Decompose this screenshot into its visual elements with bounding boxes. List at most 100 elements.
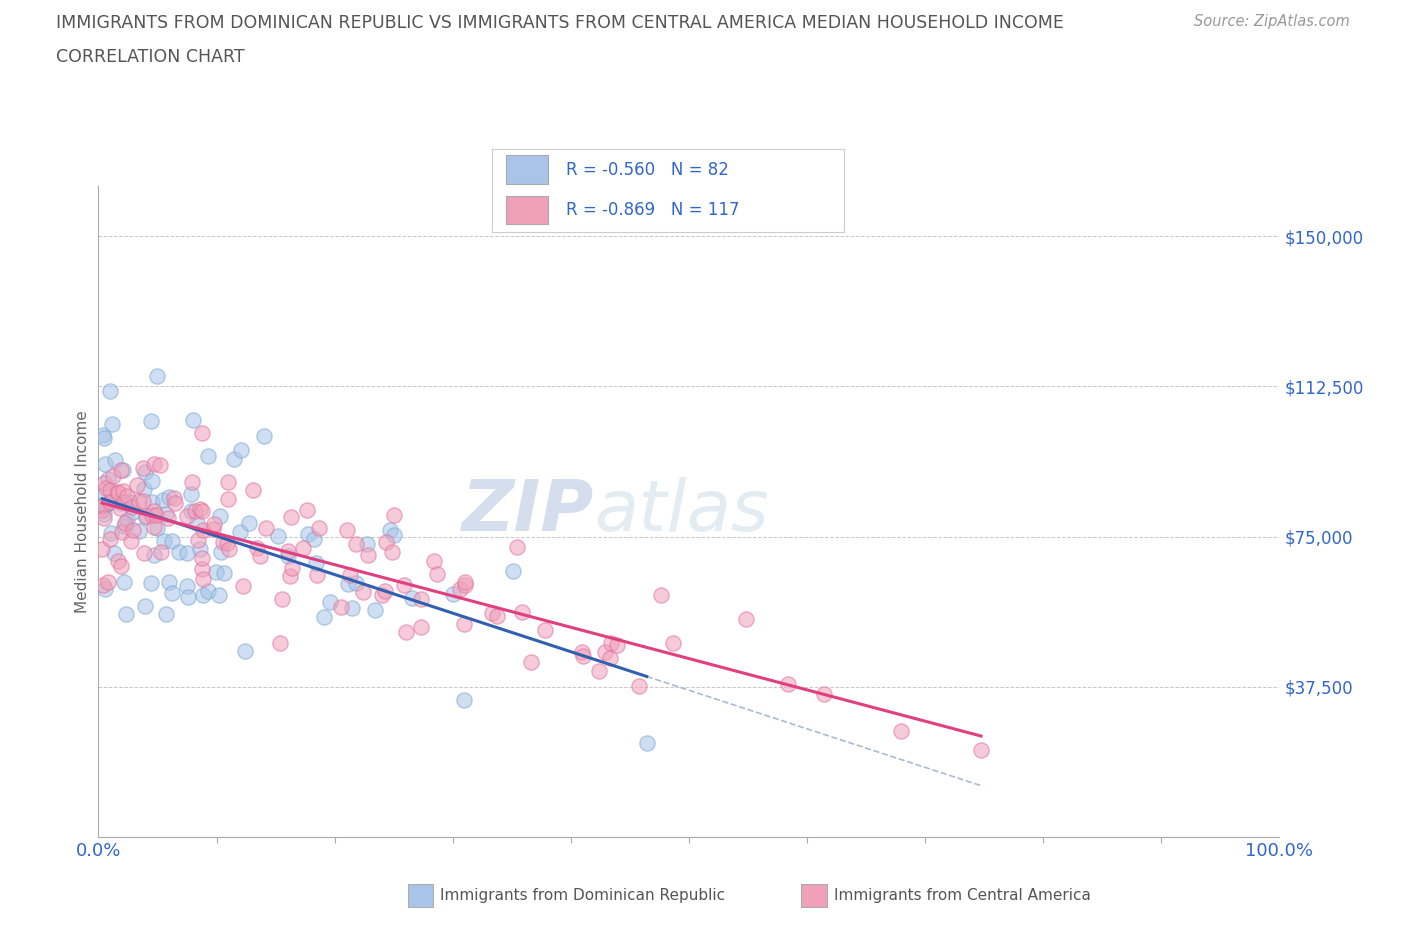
- Point: [506, 539, 529, 554]
- Point: [308, 521, 330, 536]
- Point: [94, 581, 117, 596]
- Point: [107, 553, 129, 568]
- FancyBboxPatch shape: [506, 195, 548, 224]
- Point: [141, 575, 163, 590]
- Point: [141, 507, 163, 522]
- FancyBboxPatch shape: [506, 155, 548, 184]
- Point: [112, 484, 135, 498]
- Point: [356, 537, 378, 551]
- Point: [329, 600, 352, 615]
- Text: CORRELATION CHART: CORRELATION CHART: [56, 48, 245, 66]
- Point: [204, 565, 226, 579]
- Point: [141, 495, 163, 510]
- Point: [627, 678, 650, 693]
- Point: [970, 742, 993, 757]
- Point: [191, 523, 214, 538]
- Point: [502, 564, 524, 578]
- Point: [280, 510, 302, 525]
- Text: Source: ZipAtlas.com: Source: ZipAtlas.com: [1194, 14, 1350, 29]
- Point: [193, 588, 215, 603]
- Point: [187, 533, 209, 548]
- Point: [208, 588, 231, 603]
- Point: [115, 606, 138, 621]
- Point: [103, 546, 125, 561]
- Point: [100, 494, 122, 509]
- Point: [98, 532, 121, 547]
- Text: R = -0.560   N = 82: R = -0.560 N = 82: [565, 161, 728, 179]
- Point: [141, 414, 163, 429]
- Point: [112, 518, 135, 533]
- Point: [735, 612, 758, 627]
- Point: [191, 504, 214, 519]
- Point: [319, 595, 342, 610]
- Point: [91, 428, 114, 443]
- Point: [352, 585, 374, 600]
- Point: [238, 515, 260, 530]
- Point: [157, 489, 180, 504]
- Point: [411, 619, 433, 634]
- Point: [167, 544, 190, 559]
- Point: [305, 568, 328, 583]
- Point: [97, 472, 120, 487]
- Point: [176, 508, 198, 523]
- Text: IMMIGRANTS FROM DOMINICAN REPUBLIC VS IMMIGRANTS FROM CENTRAL AMERICA MEDIAN HOU: IMMIGRANTS FROM DOMINICAN REPUBLIC VS IM…: [56, 14, 1064, 32]
- Point: [114, 515, 136, 530]
- Point: [382, 527, 405, 542]
- Point: [302, 532, 325, 547]
- Text: Immigrants from Dominican Republic: Immigrants from Dominican Republic: [440, 888, 725, 903]
- Point: [371, 588, 394, 603]
- Point: [254, 521, 277, 536]
- Point: [485, 608, 508, 623]
- Point: [128, 524, 150, 538]
- Point: [395, 625, 418, 640]
- Point: [186, 516, 208, 531]
- Point: [132, 460, 155, 475]
- Point: [636, 736, 658, 751]
- Point: [232, 578, 254, 593]
- Point: [606, 638, 628, 653]
- Point: [149, 458, 172, 472]
- Point: [131, 494, 153, 509]
- Point: [449, 581, 471, 596]
- Point: [132, 482, 155, 497]
- Point: [441, 586, 464, 601]
- Point: [337, 577, 360, 591]
- Point: [101, 417, 124, 432]
- Point: [188, 541, 211, 556]
- Point: [277, 549, 299, 564]
- Point: [267, 528, 290, 543]
- Point: [222, 452, 245, 467]
- Point: [132, 546, 155, 561]
- Point: [120, 534, 142, 549]
- Point: [120, 495, 142, 510]
- Point: [115, 488, 138, 503]
- Point: [229, 443, 252, 458]
- Point: [91, 578, 114, 592]
- Point: [481, 605, 503, 620]
- Point: [426, 566, 449, 581]
- Point: [142, 503, 165, 518]
- Point: [374, 584, 396, 599]
- Point: [217, 491, 239, 506]
- Point: [135, 509, 157, 524]
- Point: [180, 503, 202, 518]
- Point: [142, 457, 165, 472]
- Point: [143, 547, 166, 562]
- Point: [202, 517, 225, 532]
- Point: [339, 567, 361, 582]
- Point: [599, 651, 621, 666]
- Point: [520, 655, 543, 670]
- Point: [108, 500, 131, 515]
- Point: [208, 509, 231, 524]
- Point: [381, 545, 404, 560]
- Y-axis label: Median Household Income: Median Household Income: [75, 410, 90, 613]
- Point: [215, 536, 238, 551]
- Point: [135, 510, 157, 525]
- Point: [453, 617, 475, 631]
- Point: [363, 603, 385, 618]
- Point: [94, 481, 117, 496]
- Point: [336, 523, 359, 538]
- Point: [145, 521, 167, 536]
- Point: [344, 576, 367, 591]
- Point: [162, 534, 184, 549]
